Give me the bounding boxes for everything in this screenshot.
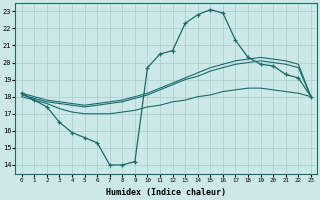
X-axis label: Humidex (Indice chaleur): Humidex (Indice chaleur) (106, 188, 226, 197)
